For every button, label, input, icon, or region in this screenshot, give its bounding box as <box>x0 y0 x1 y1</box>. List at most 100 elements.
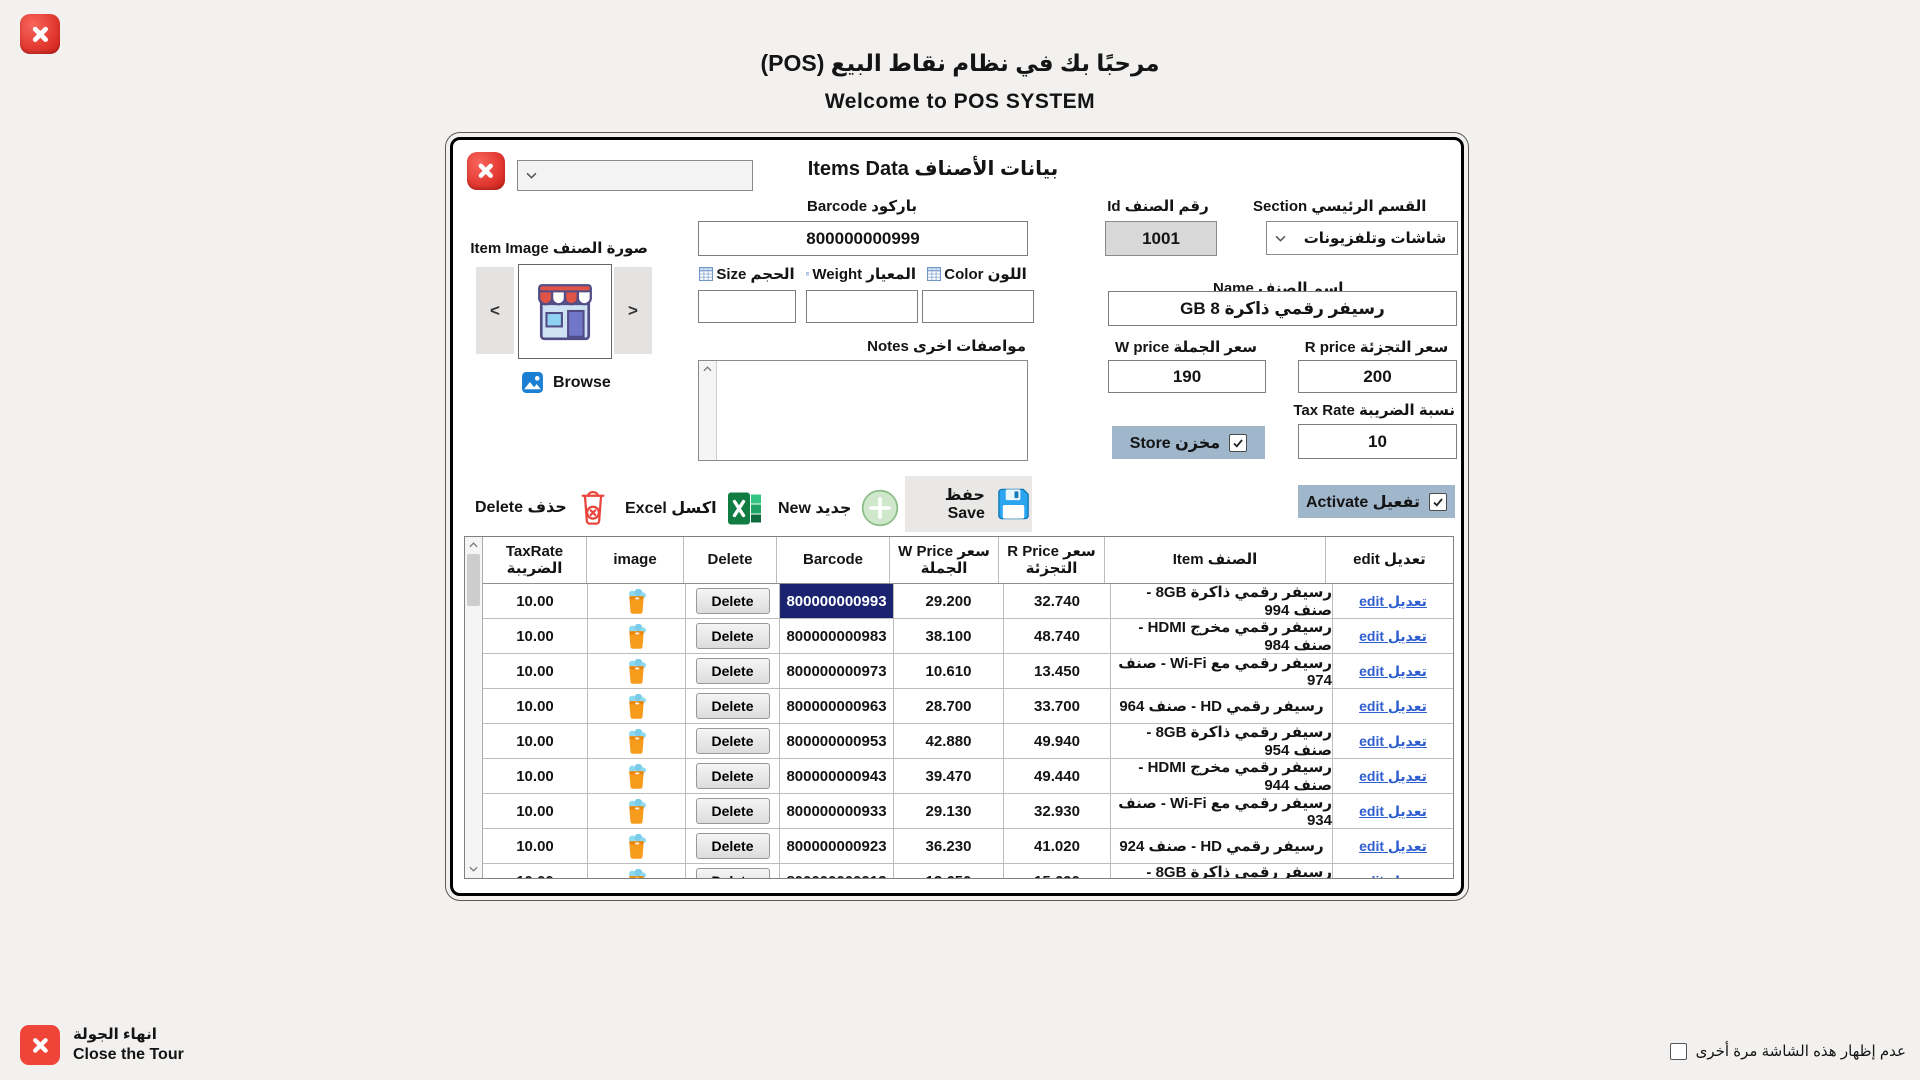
row-delete-button[interactable]: Delete <box>695 693 770 719</box>
row-edit-link[interactable]: تعديل edit <box>1359 697 1427 714</box>
new-button[interactable]: جديد New <box>778 486 899 530</box>
table-row: 10.00 Delete 800000000983 38.100 48.740 … <box>483 619 1453 654</box>
cell-barcode[interactable]: 800000000943 <box>780 759 894 793</box>
store-checkbox-button[interactable]: مخزن Store <box>1112 426 1265 459</box>
dialog-close-button[interactable] <box>467 152 505 190</box>
cell-barcode[interactable]: 800000000953 <box>780 724 894 758</box>
row-edit-link[interactable]: تعديل edit <box>1359 873 1427 879</box>
row-delete-button[interactable]: Delete <box>695 623 770 649</box>
color-field[interactable] <box>922 290 1034 323</box>
cell-barcode[interactable]: 800000000913 <box>780 864 894 878</box>
image-prev-button[interactable]: < <box>476 267 514 354</box>
spreadsheet-icon[interactable] <box>806 267 810 281</box>
browse-button[interactable]: Browse <box>521 371 611 394</box>
row-delete-button[interactable]: Delete <box>695 658 770 684</box>
cell-image <box>588 724 686 758</box>
cell-taxrate: 10.00 <box>483 794 588 828</box>
weight-field[interactable] <box>806 290 918 323</box>
basket-icon <box>628 798 646 824</box>
cell-delete: Delete <box>686 829 780 863</box>
checkbox-icon[interactable] <box>1429 492 1448 511</box>
row-edit-link[interactable]: تعديل edit <box>1359 837 1427 854</box>
scrollbar-thumb[interactable] <box>467 554 480 606</box>
rprice-field[interactable]: 200 <box>1298 360 1457 393</box>
barcode-field[interactable]: 800000000999 <box>698 221 1028 256</box>
delete-button[interactable]: حذف Delete <box>475 484 609 530</box>
new-label: جديد New <box>778 500 852 517</box>
notes-textarea[interactable] <box>698 360 1028 461</box>
browse-label: Browse <box>553 373 611 391</box>
table-scrollbar[interactable] <box>465 537 483 878</box>
close-tour-label-arabic: انهاء الجولة <box>73 1026 157 1043</box>
row-delete-button[interactable]: Delete <box>695 588 770 614</box>
cell-barcode[interactable]: 800000000983 <box>780 619 894 653</box>
cell-barcode[interactable]: 800000000973 <box>780 654 894 688</box>
cell-image <box>588 829 686 863</box>
weight-label: المعيار Weight <box>812 266 916 283</box>
cell-item-name: رسيفر رقمي مع Wi-Fi - صنف 974 <box>1111 654 1333 688</box>
chevron-down-icon[interactable] <box>518 161 544 190</box>
cell-barcode[interactable]: 800000000963 <box>780 689 894 723</box>
dont-show-again-checkbox[interactable] <box>1669 1042 1687 1060</box>
scroll-up-icon[interactable] <box>465 537 482 552</box>
row-edit-link[interactable]: تعديل edit <box>1359 627 1427 644</box>
row-edit-link[interactable]: تعديل edit <box>1359 662 1427 679</box>
basket-icon <box>628 763 646 789</box>
cell-rprice: 33.700 <box>1004 689 1111 723</box>
row-edit-link[interactable]: تعديل edit <box>1359 592 1427 609</box>
row-delete-button[interactable]: Delete <box>695 868 770 878</box>
tax-rate-field[interactable]: 10 <box>1298 424 1457 459</box>
cell-edit: تعديل edit <box>1333 829 1453 863</box>
cell-barcode[interactable]: 800000000933 <box>780 794 894 828</box>
dont-show-again-option[interactable]: عدم إظهار هذه الشاشة مرة أخرى <box>1669 1042 1906 1060</box>
table-row: 10.00 Delete 800000000923 36.230 41.020 … <box>483 829 1453 864</box>
items-table: TaxRate الضريبة image Delete Barcode W P… <box>464 536 1454 879</box>
cell-barcode[interactable]: 800000000993 <box>780 584 894 618</box>
basket-icon <box>628 833 646 859</box>
image-next-button[interactable]: > <box>614 267 652 354</box>
close-tour-label-english: Close the Tour <box>73 1046 184 1063</box>
close-window-button[interactable] <box>20 14 60 54</box>
cell-item-name: رسيفر رقمي مخرج HDMI - صنف 984 <box>1111 619 1333 653</box>
excel-button[interactable]: اكسل Excel <box>625 488 763 528</box>
cell-barcode[interactable]: 800000000923 <box>780 829 894 863</box>
row-delete-button[interactable]: Delete <box>695 798 770 824</box>
top-dropdown[interactable] <box>517 160 753 191</box>
row-edit-link[interactable]: تعديل edit <box>1359 802 1427 819</box>
table-body: 10.00 Delete 800000000993 29.200 32.740 … <box>483 584 1453 879</box>
row-edit-link[interactable]: تعديل edit <box>1359 732 1427 749</box>
name-field[interactable]: رسيفر رقمي ذاكرة 8 GB <box>1108 291 1457 326</box>
cell-image <box>588 584 686 618</box>
activate-checkbox-button[interactable]: تفعيل Activate <box>1298 485 1455 518</box>
table-row: 10.00 Delete 800000000943 39.470 49.440 … <box>483 759 1453 794</box>
save-button[interactable]: حفظ Save <box>905 476 1032 532</box>
scroll-up-icon[interactable] <box>699 361 716 377</box>
notes-scrollbar[interactable] <box>699 361 717 460</box>
chevron-down-icon[interactable] <box>1267 222 1293 254</box>
cell-taxrate: 10.00 <box>483 689 588 723</box>
plus-circle-icon <box>862 489 899 527</box>
row-edit-link[interactable]: تعديل edit <box>1359 767 1427 784</box>
notes-label: مواصفات اخرى Notes <box>867 338 1026 355</box>
row-delete-button[interactable]: Delete <box>695 763 770 789</box>
activate-label: تفعيل Activate <box>1305 493 1421 511</box>
spreadsheet-icon[interactable] <box>699 267 714 281</box>
cell-rprice: 49.940 <box>1004 724 1111 758</box>
cell-item-name: رسيفر رقمي ذاكرة 8GB - صنف 954 <box>1111 724 1333 758</box>
cell-wprice: 39.470 <box>894 759 1004 793</box>
header-image: image <box>587 537 684 583</box>
notes-content[interactable] <box>717 361 1027 460</box>
row-delete-button[interactable]: Delete <box>695 833 770 859</box>
cell-rprice: 15.690 <box>1004 864 1111 878</box>
section-dropdown[interactable]: شاشات وتلفزيونات <box>1266 221 1458 255</box>
close-tour-button[interactable] <box>20 1025 60 1065</box>
wprice-field[interactable]: 190 <box>1108 360 1266 393</box>
scroll-down-icon[interactable] <box>465 862 482 876</box>
size-field[interactable] <box>698 290 796 323</box>
spreadsheet-icon[interactable] <box>927 267 942 281</box>
checkbox-icon[interactable] <box>1229 433 1248 452</box>
barcode-label: باركود Barcode <box>807 198 917 215</box>
header-delete: Delete <box>684 537 777 583</box>
row-delete-button[interactable]: Delete <box>695 728 770 754</box>
cell-image <box>588 654 686 688</box>
